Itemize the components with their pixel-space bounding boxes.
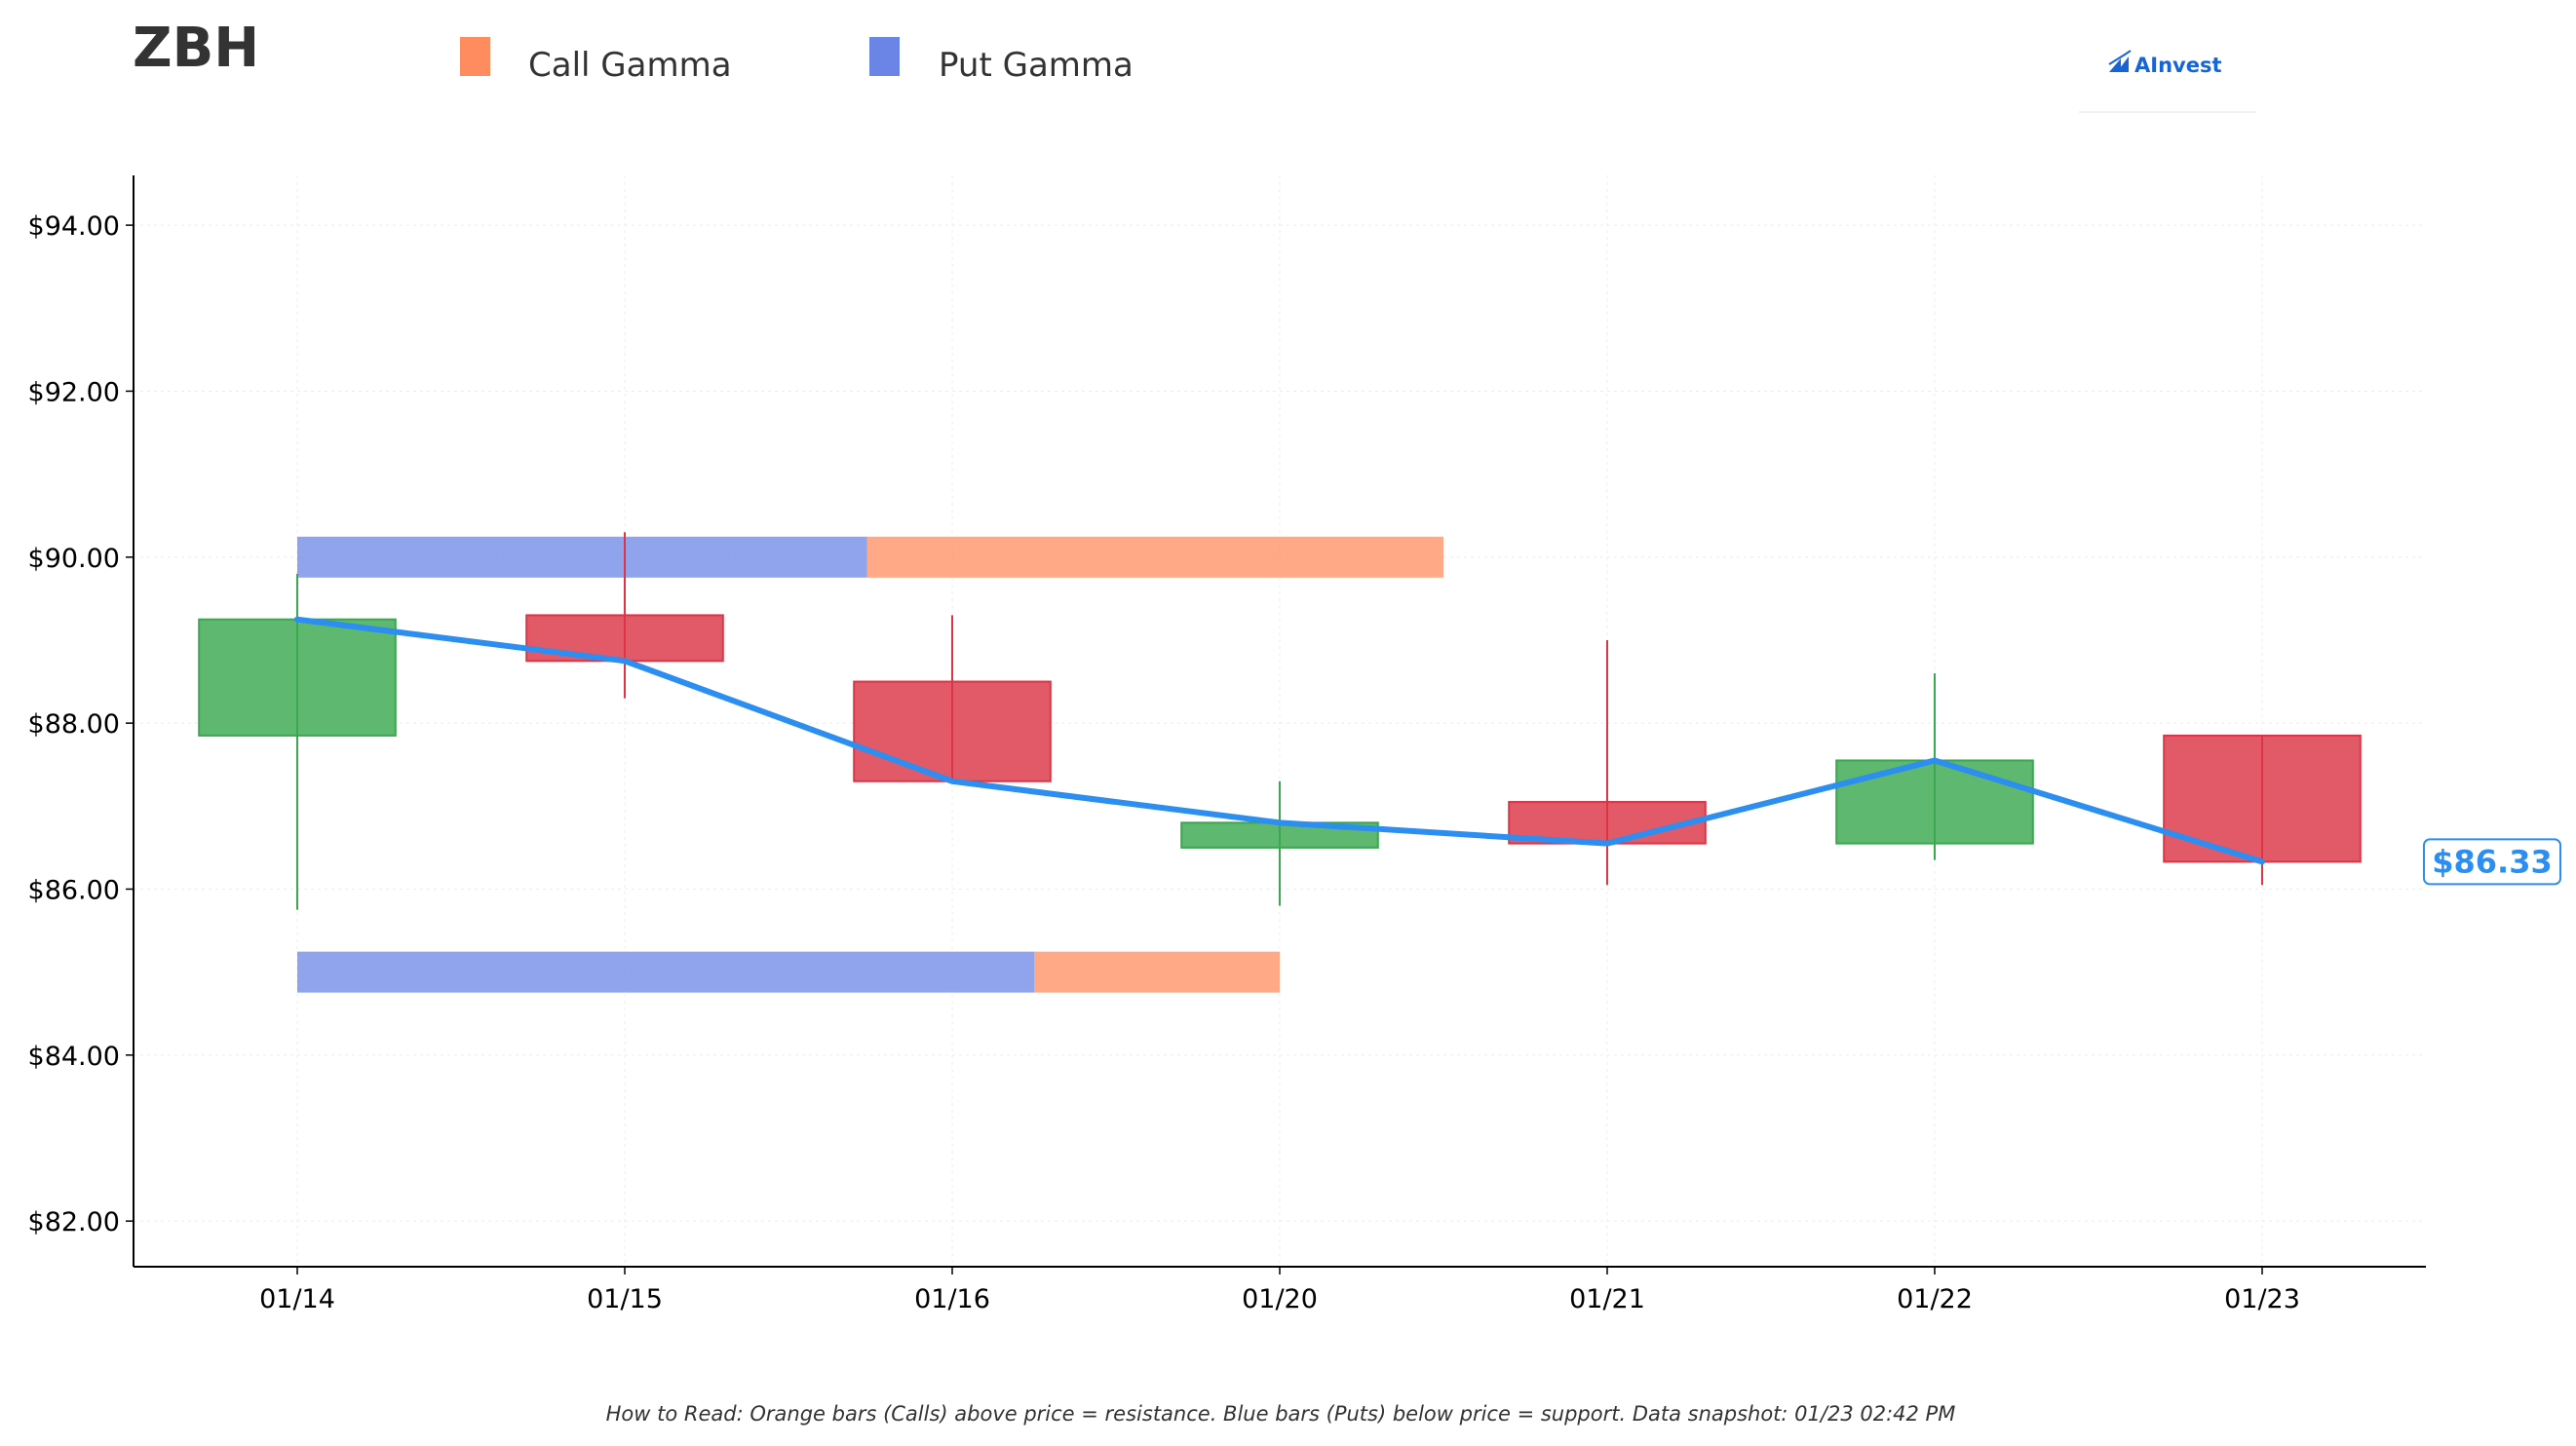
legend-swatch-call [460,37,490,76]
chart-title: ZBH [133,17,259,80]
logo-chart-icon [2108,50,2132,72]
candle-body-01/16 [853,680,1052,782]
y-tick-label-6: $94.00 [28,211,120,242]
x-tick-label-5: 01/22 [1897,1284,1973,1314]
candle-body-01/14 [198,618,397,737]
y-tick-label-2: $86.00 [28,875,120,905]
legend-label-call: Call Gamma [528,46,732,85]
y-tick-label-5: $92.00 [28,377,120,407]
axes: $82.00 $84.00 $86.00 $88.00 $90.00 $92.00 $94.… [28,175,2426,1314]
y-tick-label-4: $90.00 [28,544,120,574]
legend-label-put: Put Gamma [939,46,1134,85]
brand-logo: AInvest [2079,50,2256,113]
close-price-line [294,616,2265,865]
last-price-label: $86.33 [2423,838,2561,886]
gamma-bars [297,536,1443,993]
legend: Call Gamma Put Gamma [460,37,1134,85]
call-gamma-bar-0 [866,536,1443,578]
call-gamma-bar-1 [1034,951,1280,993]
y-tick-label-3: $88.00 [28,709,120,740]
y-tick-label-1: $84.00 [28,1042,120,1072]
last-price-value: $86.33 [2432,843,2552,880]
x-tick-label-3: 01/20 [1242,1284,1318,1314]
x-tick-label-2: 01/16 [914,1284,990,1314]
x-tick-label-0: 01/14 [259,1284,335,1314]
put-gamma-bar-1 [297,951,1034,993]
close-line [294,616,2265,865]
x-tick-label-6: 01/23 [2224,1284,2300,1314]
footnote: How to Read: Orange bars (Calls) above p… [606,1402,1956,1426]
put-gamma-bar-0 [297,536,867,578]
brand-name: AInvest [2134,54,2222,77]
candle-body-01/22 [1835,759,2034,845]
x-tick-label-1: 01/15 [587,1284,663,1314]
legend-swatch-put [869,37,900,76]
last-price-box [2423,838,2561,886]
x-tick-label-4: 01/21 [1569,1284,1645,1314]
y-tick-label-0: $82.00 [28,1207,120,1237]
grid [134,175,2426,1267]
